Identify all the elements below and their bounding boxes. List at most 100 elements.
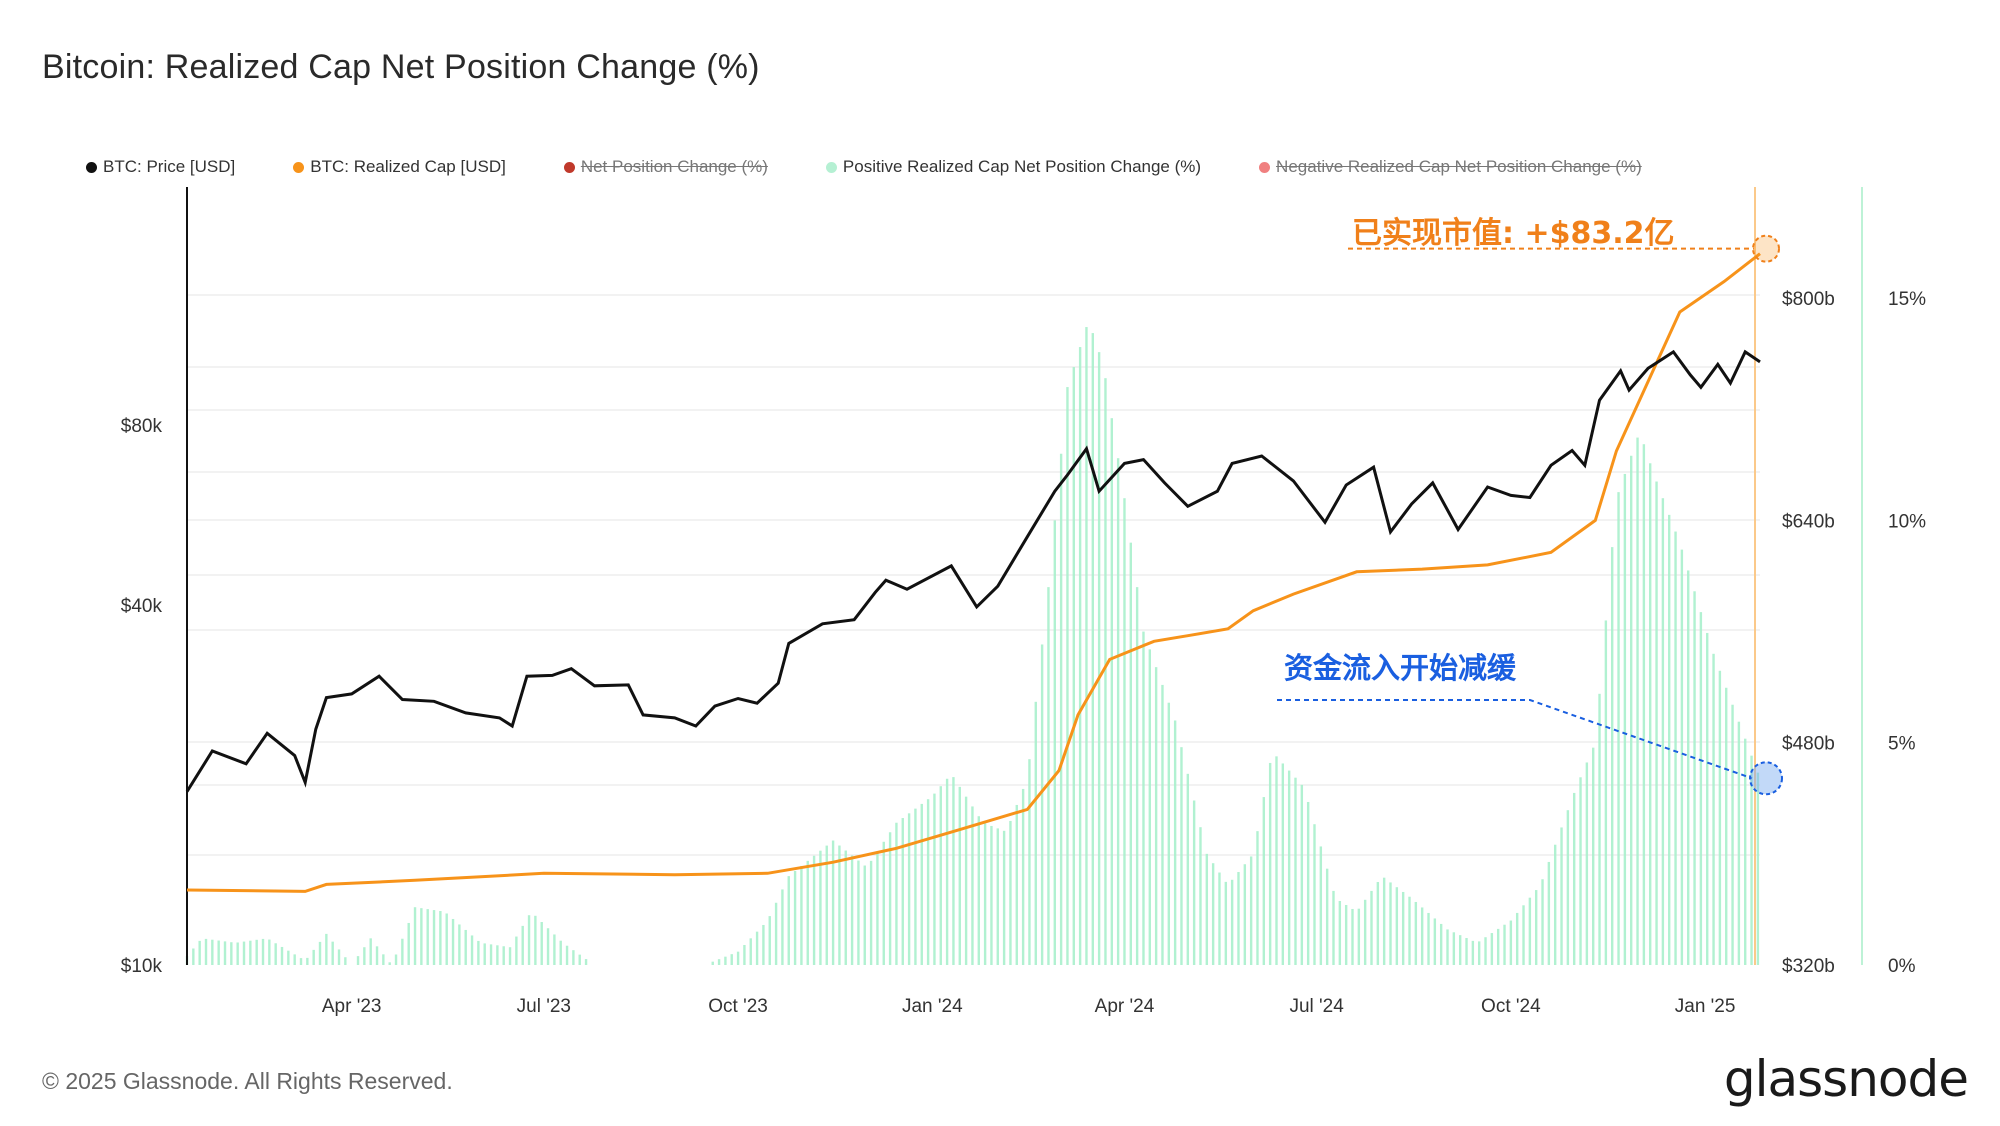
positive-change-bar bbox=[1420, 907, 1424, 965]
positive-change-bar bbox=[1351, 908, 1354, 965]
positive-change-bar bbox=[838, 845, 841, 965]
inflow-highlight-circle bbox=[1749, 761, 1783, 796]
positive-change-bar bbox=[1687, 570, 1690, 965]
positive-change-bar bbox=[1161, 684, 1164, 965]
legend-dot-icon bbox=[1259, 161, 1271, 173]
positive-change-bar bbox=[1477, 941, 1481, 965]
positive-change-bar bbox=[857, 860, 860, 965]
x-tick-label: Jan '24 bbox=[902, 996, 963, 1017]
positive-change-bar bbox=[1306, 801, 1310, 965]
legend-dot-icon bbox=[825, 161, 837, 173]
positive-change-bar bbox=[1059, 453, 1063, 965]
y-tick-label-realized-cap: $800b bbox=[1782, 289, 1835, 310]
positive-change-bar bbox=[280, 946, 284, 965]
legend-label: Net Position Change (%) bbox=[580, 157, 768, 176]
positive-change-bar bbox=[1110, 418, 1113, 966]
positive-change-bar bbox=[1731, 704, 1734, 965]
positive-change-bar bbox=[1718, 670, 1722, 965]
positive-change-bar bbox=[515, 936, 518, 965]
positive-change-bar bbox=[1547, 861, 1551, 965]
positive-change-bar bbox=[432, 910, 436, 965]
positive-change-bar bbox=[793, 871, 797, 965]
positive-change-bar bbox=[1186, 773, 1190, 965]
positive-change-bar bbox=[236, 942, 239, 965]
positive-change-bar bbox=[831, 840, 835, 965]
positive-change-bar bbox=[971, 806, 974, 965]
positive-change-bar bbox=[1750, 755, 1753, 965]
positive-change-bar bbox=[1066, 387, 1069, 965]
positive-change-bar bbox=[559, 940, 562, 965]
positive-change-bar bbox=[217, 940, 220, 965]
positive-change-bar bbox=[489, 944, 493, 965]
positive-change-bar bbox=[407, 922, 410, 965]
positive-change-bar bbox=[1642, 444, 1646, 966]
positive-change-bar bbox=[844, 850, 847, 965]
positive-change-bar bbox=[1091, 333, 1094, 965]
positive-change-bar bbox=[192, 948, 195, 965]
positive-change-bar bbox=[1579, 777, 1582, 965]
x-tick-label: Oct '23 bbox=[708, 996, 768, 1017]
realized-cap-annotation: 已实现市值: +$83.2亿 bbox=[1352, 216, 1675, 251]
positive-change-bar bbox=[261, 938, 265, 965]
positive-change-bar bbox=[1142, 631, 1145, 965]
positive-change-bar bbox=[1680, 549, 1684, 965]
legend-item-positive-change[interactable]: Positive Realized Cap Net Position Chang… bbox=[825, 157, 1202, 177]
positive-change-bar bbox=[268, 939, 271, 965]
positive-change-bar bbox=[1471, 940, 1475, 965]
positive-change-bar bbox=[1725, 687, 1728, 965]
legend-label: Negative Realized Cap Net Position Chang… bbox=[1276, 157, 1642, 176]
positive-change-bar bbox=[204, 938, 208, 965]
positive-change-bars bbox=[185, 327, 1760, 966]
positive-change-bar bbox=[1591, 747, 1595, 965]
positive-change-bar bbox=[1649, 463, 1652, 965]
positive-change-bar bbox=[945, 778, 949, 965]
positive-change-bar bbox=[1015, 804, 1018, 965]
positive-change-bar bbox=[211, 939, 214, 965]
positive-change-bar bbox=[730, 954, 733, 965]
positive-change-bar bbox=[1300, 784, 1304, 965]
positive-change-bar bbox=[952, 777, 955, 965]
positive-change-bar bbox=[1706, 632, 1709, 965]
legend-item-net-position-change[interactable]: Net Position Change (%) bbox=[563, 157, 768, 177]
positive-change-bar bbox=[1484, 937, 1487, 965]
positive-change-bar bbox=[1598, 693, 1601, 965]
positive-change-bar bbox=[363, 947, 366, 965]
positive-change-bar bbox=[1199, 827, 1202, 965]
positive-change-bar bbox=[977, 816, 980, 965]
positive-change-bar bbox=[413, 907, 417, 965]
positive-change-bar bbox=[242, 941, 246, 965]
legend-dot-icon bbox=[86, 161, 97, 173]
positive-change-bar bbox=[502, 946, 505, 965]
positive-change-bar bbox=[198, 940, 201, 965]
legend-item-price[interactable]: BTC: Price [USD] bbox=[86, 157, 235, 177]
positive-change-bar bbox=[869, 860, 873, 965]
positive-change-bar bbox=[521, 925, 524, 965]
positive-change-bar bbox=[312, 949, 315, 965]
positive-change-bar bbox=[401, 938, 404, 965]
legend-item-negative-change[interactable]: Negative Realized Cap Net Position Chang… bbox=[1259, 157, 1642, 177]
legend-label: Positive Realized Cap Net Position Chang… bbox=[842, 157, 1202, 176]
realized-cap-highlight-circle bbox=[1752, 234, 1780, 263]
positive-change-bar bbox=[483, 943, 486, 965]
positive-change-bar bbox=[1154, 667, 1158, 965]
positive-change-bar bbox=[1465, 938, 1468, 965]
positive-change-bar bbox=[1617, 492, 1620, 965]
copyright-footer: © 2025 Glassnode. All Rights Reserved. bbox=[42, 1068, 453, 1094]
x-tick-label: Apr '23 bbox=[322, 996, 382, 1017]
legend-item-realized-cap[interactable]: BTC: Realized Cap [USD] bbox=[293, 157, 506, 177]
annotations bbox=[1277, 234, 1783, 796]
chart-axes bbox=[186, 187, 1863, 965]
positive-change-bar bbox=[1078, 347, 1082, 965]
positive-change-bar bbox=[318, 941, 322, 965]
positive-change-bar bbox=[1674, 531, 1677, 965]
positive-change-bar bbox=[1712, 653, 1715, 965]
positive-change-bar bbox=[394, 954, 398, 965]
positive-change-bar bbox=[1325, 868, 1329, 965]
positive-change-bar bbox=[1072, 367, 1075, 966]
positive-change-bar bbox=[1427, 912, 1430, 965]
positive-change-bar bbox=[1496, 928, 1500, 965]
positive-change-bar bbox=[356, 956, 360, 965]
positive-change-bar bbox=[1040, 644, 1044, 965]
positive-change-bar bbox=[1509, 920, 1513, 965]
